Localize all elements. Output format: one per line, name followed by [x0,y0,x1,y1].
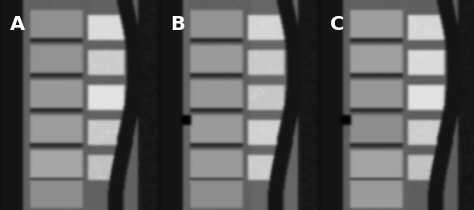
Text: B: B [170,15,184,34]
Text: C: C [329,15,344,34]
Text: A: A [10,15,25,34]
